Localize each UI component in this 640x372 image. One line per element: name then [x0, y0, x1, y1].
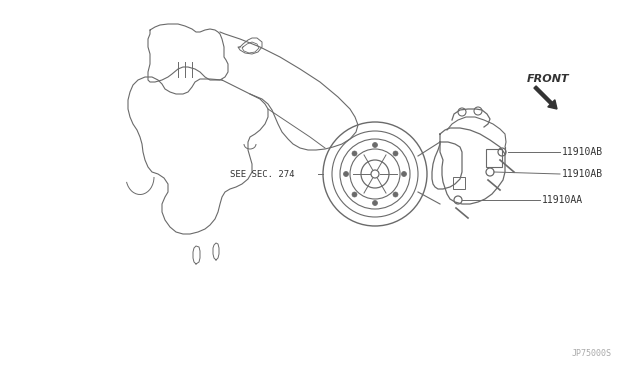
Text: FRONT: FRONT	[527, 74, 570, 84]
Text: 11910AA: 11910AA	[542, 195, 583, 205]
Circle shape	[352, 151, 357, 156]
Circle shape	[352, 192, 357, 197]
Text: 11910AB: 11910AB	[562, 147, 603, 157]
Bar	[453, 177, 465, 189]
Bar	[486, 149, 502, 167]
Circle shape	[372, 201, 378, 205]
Text: SEE SEC. 274: SEE SEC. 274	[230, 170, 294, 179]
Circle shape	[401, 171, 406, 176]
Circle shape	[372, 142, 378, 148]
Circle shape	[393, 151, 398, 156]
Circle shape	[344, 171, 349, 176]
FancyArrow shape	[534, 86, 557, 109]
Circle shape	[393, 192, 398, 197]
Text: JP75000S: JP75000S	[572, 350, 612, 359]
Text: 11910AB: 11910AB	[562, 169, 603, 179]
